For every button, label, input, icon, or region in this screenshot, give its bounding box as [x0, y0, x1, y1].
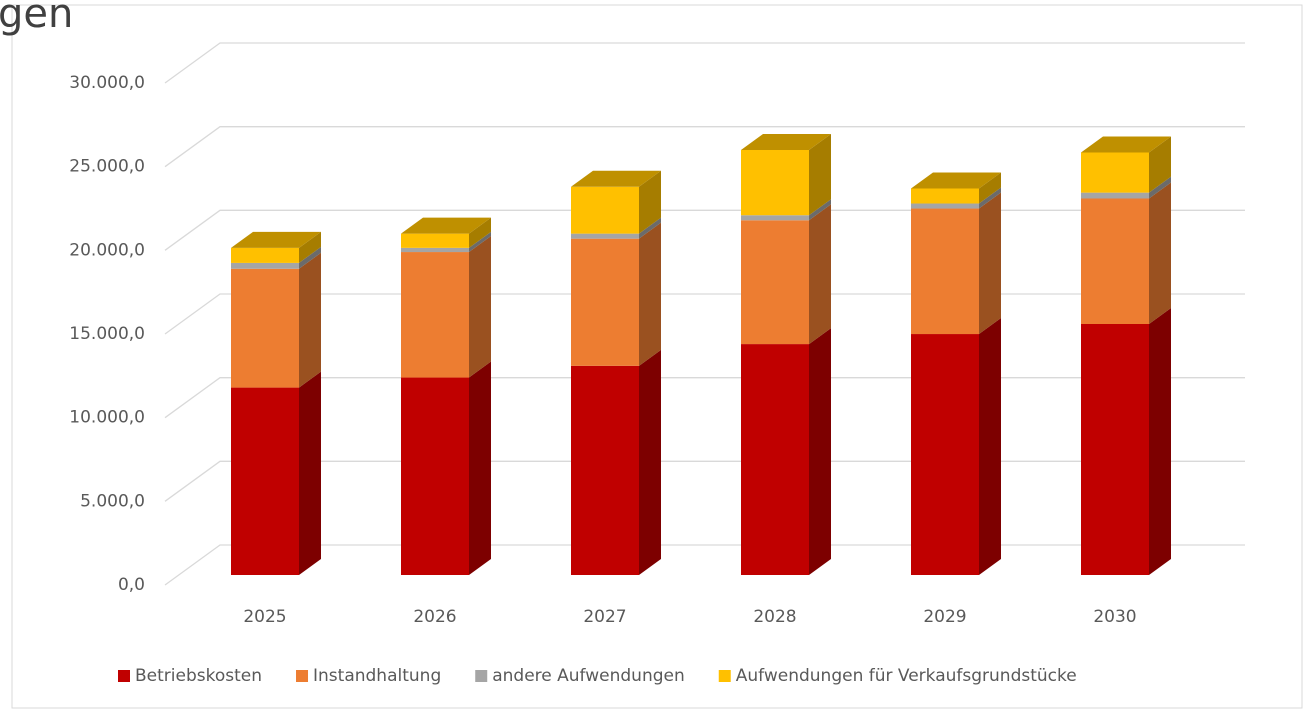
bar-top — [401, 217, 491, 234]
legend-swatch — [475, 670, 488, 682]
bar-top — [1081, 136, 1171, 153]
bar — [401, 247, 469, 253]
bar-side — [639, 349, 661, 575]
x-tick-label: 2026 — [413, 607, 456, 627]
bar-side — [639, 217, 661, 239]
x-tick-label: 2028 — [753, 607, 796, 627]
grid-line — [164, 377, 1245, 419]
y-tick-label: 30.000,0 — [69, 73, 145, 93]
bar — [741, 149, 809, 216]
bar-side — [1149, 136, 1171, 193]
y-tick-label: 15.000,0 — [69, 324, 145, 344]
y-tick-label: 5.000,0 — [80, 491, 145, 511]
legend-label: Betriebskosten — [135, 666, 262, 686]
bar — [401, 233, 469, 248]
x-tick-label: 2030 — [1093, 607, 1136, 627]
bar — [741, 344, 809, 575]
bar-top — [571, 170, 661, 187]
bar — [741, 215, 809, 221]
bar-side — [979, 172, 1001, 204]
bar — [571, 238, 639, 366]
y-tick-label: 25.000,0 — [69, 157, 145, 177]
y-tick-label: 10.000,0 — [69, 408, 145, 428]
bar — [231, 268, 299, 388]
grid-line — [164, 544, 1245, 586]
bar — [401, 377, 469, 575]
bar-side — [299, 371, 321, 575]
bar-side — [979, 318, 1001, 575]
bar-side — [469, 236, 491, 378]
bar-top — [231, 231, 321, 248]
bar-side — [809, 133, 831, 216]
bar — [231, 262, 299, 269]
bar-side — [469, 361, 491, 575]
bar — [1081, 324, 1149, 575]
legend-swatch — [718, 670, 731, 682]
legend-label: andere Aufwendungen — [492, 666, 685, 686]
bar-side — [1149, 308, 1171, 575]
bar — [571, 365, 639, 575]
y-tick-label: 20.000,0 — [69, 240, 145, 260]
grid-line — [164, 460, 1245, 502]
bar — [1081, 192, 1149, 199]
grid-line — [164, 126, 1245, 168]
bar-side — [469, 231, 491, 253]
legend-swatch — [118, 670, 130, 682]
bar-side — [1149, 182, 1171, 324]
bar-top — [741, 133, 831, 150]
bar — [401, 252, 469, 378]
chart-frame — [11, 4, 1303, 709]
bar — [741, 220, 809, 345]
bar — [911, 334, 979, 575]
legend-label: Aufwendungen für Verkaufsgrundstücke — [736, 666, 1077, 686]
grid-line — [164, 293, 1245, 335]
grid-line — [164, 209, 1245, 251]
grid-line — [164, 42, 1245, 84]
x-tick-label: 2029 — [923, 607, 966, 627]
bar-side — [1149, 176, 1171, 199]
bar-side — [809, 328, 831, 575]
bar — [1081, 152, 1149, 193]
x-tick-label: 2027 — [583, 607, 626, 627]
bar-side — [809, 199, 831, 221]
bar-side — [299, 231, 321, 263]
y-tick-label: 0,0 — [118, 575, 145, 595]
bar — [571, 186, 639, 234]
bar — [231, 247, 299, 263]
bar-side — [639, 170, 661, 234]
bar-side — [979, 192, 1001, 335]
bar — [231, 387, 299, 575]
bar-side — [639, 222, 661, 366]
bar — [911, 208, 979, 335]
x-tick-label: 2025 — [243, 607, 286, 627]
bar — [911, 203, 979, 209]
bar-side — [979, 187, 1001, 209]
bar-side — [469, 217, 491, 248]
bar-side — [299, 246, 321, 269]
bar — [911, 188, 979, 204]
bar — [1081, 198, 1149, 324]
heading-fragment: gen — [0, 0, 73, 37]
bar-side — [299, 252, 321, 388]
legend-swatch — [296, 670, 309, 682]
bar — [571, 233, 639, 239]
bar-side — [809, 204, 831, 345]
legend-label: Instandhaltung — [313, 666, 441, 686]
bar-top — [911, 172, 1001, 189]
